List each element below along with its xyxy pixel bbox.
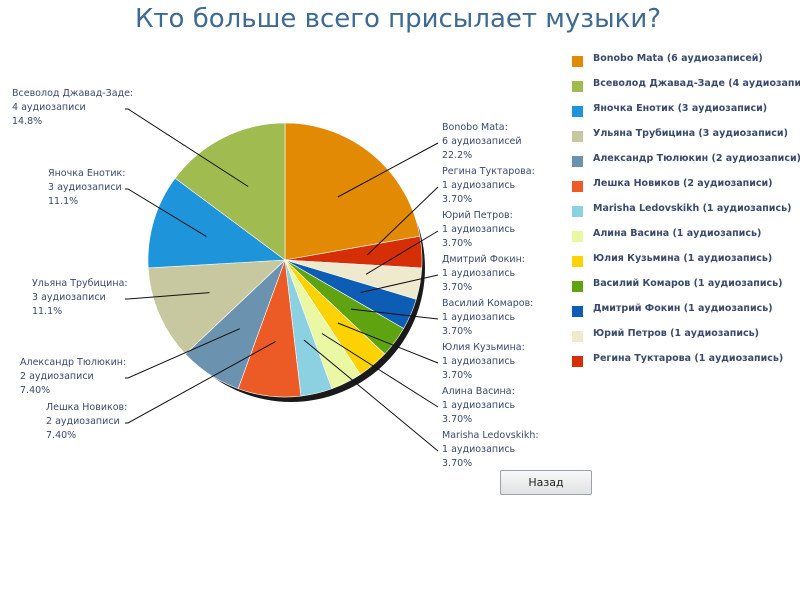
slice-label-percent: 14.8% <box>12 116 42 127</box>
slice-label-percent: 3.70% <box>442 326 472 337</box>
slice-label-percent: 3.70% <box>442 194 472 205</box>
slice-label-count: 1 аудиозапись <box>442 356 516 367</box>
legend-swatch <box>572 206 583 217</box>
legend-item: Алина Васина (1 аудиозапись) <box>572 228 800 253</box>
slice-label-name: Александр Тюлюкин: <box>20 357 126 368</box>
slice-label-name: Юлия Кузьмина: <box>442 342 525 353</box>
slice-label-count: 6 аудиозаписей <box>442 136 522 147</box>
pie-slice <box>284 122 421 261</box>
slice-label-percent: 22.2% <box>442 150 472 161</box>
slice-label-percent: 7.40% <box>20 385 50 396</box>
slice-label-count: 1 аудиозапись <box>442 180 516 191</box>
legend-swatch <box>572 56 583 67</box>
leader-line <box>303 339 439 452</box>
slice-label-percent: 11.1% <box>32 306 62 317</box>
leader-line <box>125 341 276 424</box>
legend-item: Bonobo Mata (6 аудиозаписей) <box>572 53 800 78</box>
leader-line <box>125 292 210 300</box>
legend-swatch <box>572 256 583 267</box>
legend-label: Алина Васина (1 аудиозапись) <box>593 228 762 239</box>
legend-item: Регина Туктарова (1 аудиозапись) <box>572 353 800 378</box>
legend-label: Юлия Кузьмина (1 аудиозапись) <box>593 253 773 264</box>
legend-label: Всеволод Джавад-Заде (4 аудиозаписи) <box>593 78 800 89</box>
slice-label-name: Bonobo Mata: <box>442 122 508 133</box>
slice-label-count: 1 аудиозапись <box>442 224 516 235</box>
legend-label: Ульяна Трубицина (3 аудиозаписи) <box>593 128 788 139</box>
legend-label: Александр Тюлюкин (2 аудиозаписи) <box>593 153 800 164</box>
legend-label: Marisha Ledovskikh (1 аудиозапись) <box>593 203 792 214</box>
legend-item: Marisha Ledovskikh (1 аудиозапись) <box>572 203 800 228</box>
chart-title: Кто больше всего присылает музыки? <box>134 4 662 34</box>
slice-label-count: 3 аудиозаписи <box>32 292 106 303</box>
legend-item: Дмитрий Фокин (1 аудиозапись) <box>572 303 800 328</box>
legend-item: Яночка Енотик (3 аудиозаписи) <box>572 103 800 128</box>
legend-label: Яночка Енотик (3 аудиозаписи) <box>593 103 768 114</box>
slice-label-percent: 3.70% <box>442 282 472 293</box>
slice-label-name: Яночка Енотик: <box>48 168 126 179</box>
legend-item: Ульяна Трубицина (3 аудиозаписи) <box>572 128 800 153</box>
legend-swatch <box>572 356 583 367</box>
legend: Bonobo Mata (6 аудиозаписей) Всеволод Джа… <box>572 53 800 378</box>
legend-label: Регина Туктарова (1 аудиозапись) <box>593 353 784 364</box>
legend-item: Лешка Новиков (2 аудиозаписи) <box>572 178 800 203</box>
legend-swatch <box>572 231 583 242</box>
slice-label-count: 3 аудиозаписи <box>48 182 122 193</box>
leader-line <box>125 188 207 237</box>
slice-label-percent: 7.40% <box>46 430 76 441</box>
slice-label-percent: 3.70% <box>442 370 472 381</box>
slice-label-percent: 3.70% <box>442 414 472 425</box>
legend-swatch <box>572 281 583 292</box>
slice-label-count: 1 аудиозапись <box>442 444 516 455</box>
leader-line <box>125 108 249 187</box>
slice-label-count: 2 аудиозаписи <box>46 416 120 427</box>
leader-line <box>337 322 439 364</box>
leader-line <box>366 186 439 256</box>
slice-label-count: 2 аудиозаписи <box>20 371 94 382</box>
legend-swatch <box>572 331 583 342</box>
leader-line <box>360 274 439 294</box>
slice-label-count: 4 аудиозаписи <box>12 102 86 113</box>
legend-label: Bonobo Mata (6 аудиозаписей) <box>593 53 763 64</box>
slice-label-percent: 11.1% <box>48 196 78 207</box>
legend-swatch <box>572 156 583 167</box>
legend-item: Василий Комаров (1 аудиозапись) <box>572 278 800 303</box>
legend-label: Лешка Новиков (2 аудиозаписи) <box>593 178 773 189</box>
legend-label: Дмитрий Фокин (1 аудиозапись) <box>593 303 773 314</box>
pie-slice <box>147 259 286 355</box>
legend-item: Всеволод Джавад-Заде (4 аудиозаписи) <box>572 78 800 103</box>
pie-slice <box>147 177 286 269</box>
slice-label-percent: 3.70% <box>442 238 472 249</box>
legend-swatch <box>572 106 583 117</box>
slice-label-name: Регина Туктарова: <box>442 166 535 177</box>
slice-label-name: Василий Комаров: <box>442 298 533 309</box>
slice-label-percent: 3.70% <box>442 458 472 469</box>
legend-item: Юлия Кузьмина (1 аудиозапись) <box>572 253 800 278</box>
slice-label-name: Ульяна Трубицина: <box>32 278 128 289</box>
legend-swatch <box>572 181 583 192</box>
leader-line <box>337 142 439 198</box>
legend-swatch <box>572 81 583 92</box>
leader-line <box>321 333 439 408</box>
leader-line <box>365 230 439 275</box>
slice-label-name: Marisha Ledovskikh: <box>442 430 539 441</box>
slice-label-name: Юрий Петров: <box>442 210 513 221</box>
back-button[interactable]: Назад <box>500 470 592 495</box>
slice-label-count: 1 аудиозапись <box>442 268 516 279</box>
slice-label-name: Дмитрий Фокин: <box>442 254 525 265</box>
slice-label-count: 1 аудиозапись <box>442 312 516 323</box>
legend-swatch <box>572 131 583 142</box>
legend-item: Александр Тюлюкин (2 аудиозаписи) <box>572 153 800 178</box>
legend-label: Юрий Петров (1 аудиозапись) <box>593 328 759 339</box>
slice-label-name: Всеволод Джавад-Заде: <box>12 88 133 99</box>
slice-label-count: 1 аудиозапись <box>442 400 516 411</box>
slice-label-name: Алина Васина: <box>442 386 515 397</box>
slice-label-name: Лешка Новиков: <box>46 402 127 413</box>
leader-line <box>125 328 241 379</box>
leader-line <box>350 308 439 320</box>
legend-item: Юрий Петров (1 аудиозапись) <box>572 328 800 353</box>
legend-label: Василий Комаров (1 аудиозапись) <box>593 278 783 289</box>
legend-swatch <box>572 306 583 317</box>
